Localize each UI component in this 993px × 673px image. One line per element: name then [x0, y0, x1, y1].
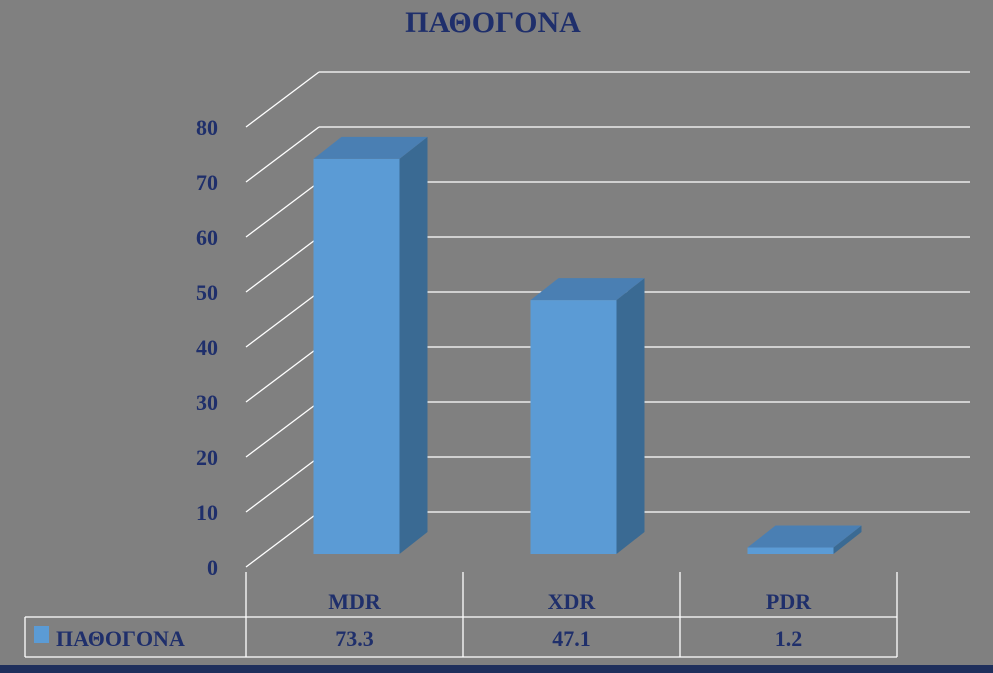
- y-tick-label: 50: [196, 280, 218, 305]
- y-tick-label: 40: [196, 335, 218, 360]
- bar: [530, 300, 617, 554]
- x-tick-label: XDR: [548, 589, 597, 614]
- gridline-diagonal: [245, 236, 320, 293]
- bar: [747, 547, 834, 554]
- y-tick-label: 30: [196, 390, 218, 415]
- legend-swatch: [34, 626, 49, 643]
- bar-mdr: [313, 136, 428, 554]
- bar-side: [833, 525, 862, 554]
- data-table: MDR 73.3 XDR 47.1 PDR 1.2 ΠΑΘΟΓΟΝΑ: [24, 572, 898, 658]
- y-tick-label: 20: [196, 445, 218, 470]
- bar-layer: [313, 136, 862, 554]
- y-tick-label: 70: [196, 170, 218, 195]
- bar-side: [616, 278, 645, 554]
- y-tick-label: 80: [196, 115, 218, 140]
- legend-label: ΠΑΘΟΓΟΝΑ: [56, 626, 185, 651]
- gridline-diagonal: [245, 511, 320, 568]
- gridline-diagonal: [245, 401, 320, 458]
- bar-pdr: [747, 525, 862, 554]
- y-tick-label: 10: [196, 500, 218, 525]
- data-label: 1.2: [775, 626, 803, 651]
- chart-title: ΠΑΘΟΓΟΝΑ: [405, 6, 581, 39]
- gridline-diagonal: [245, 71, 320, 128]
- y-axis: 0 10 20 30 40 50 60 70 80: [196, 115, 218, 580]
- bar-side: [399, 136, 428, 554]
- gridline-diagonal: [245, 456, 320, 513]
- bar-top: [313, 136, 428, 159]
- bar: [313, 158, 400, 554]
- y-tick-label: 0: [207, 555, 218, 580]
- data-label: 47.1: [552, 626, 591, 651]
- x-tick-label: PDR: [766, 589, 812, 614]
- bar-xdr: [530, 278, 645, 554]
- bottom-border-bar: [0, 665, 993, 673]
- bar-top: [530, 278, 645, 301]
- gridline-diagonal: [245, 126, 320, 183]
- gridline-diagonal: [245, 181, 320, 238]
- x-tick-label: MDR: [328, 589, 382, 614]
- data-label: 73.3: [335, 626, 374, 651]
- gridline-diagonal: [245, 346, 320, 403]
- bar-top: [747, 525, 862, 548]
- y-tick-label: 60: [196, 225, 218, 250]
- gridline-diagonal: [245, 291, 320, 348]
